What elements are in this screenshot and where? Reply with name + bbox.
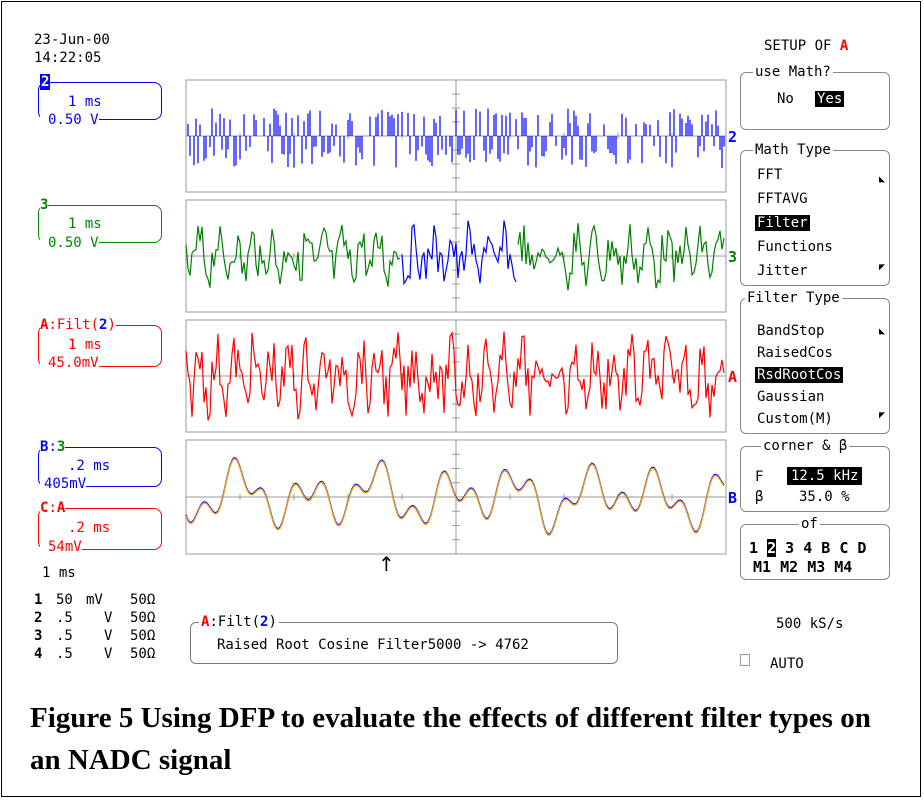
trace-marker: A [728,368,737,386]
trace-title-A: A:Filt(2) [40,317,116,333]
math-type-item[interactable]: Functions [757,239,833,255]
corner-beta-title: corner & β [761,438,850,454]
trace-volts-B: 405mV [40,476,87,492]
source-option[interactable]: M2 [780,558,799,576]
use-math-yes[interactable]: Yes [815,91,845,107]
filter-type-item[interactable]: BandStop [757,323,825,339]
trace-2-waveform [187,108,725,168]
source-option[interactable]: C [839,539,849,557]
trigger-mode: AUTO [770,656,804,672]
setup-title: SETUP OF A [764,38,848,54]
sample-rate: 500 kS/s [776,616,844,632]
channel-row: 3.5 V 50Ω [34,628,156,644]
trace-3-highlight [401,220,517,286]
math-info-text: Raised Root Cosine Filter5000 -> 4762 [217,637,529,653]
source-option-selected[interactable]: 2 [767,539,777,557]
filter-type-item[interactable]: Gaussian [757,389,825,405]
source-option[interactable]: 4 [803,539,813,557]
trace-marker: 3 [728,248,737,266]
source-option[interactable]: 1 [749,539,759,557]
trigger-indicator-icon [740,654,750,666]
source-row-1: 1 2 3 4 B C D [749,539,866,557]
figure-caption: Figure 5 Using DFP to evaluate the effec… [30,702,871,776]
source-option[interactable]: D [857,539,867,557]
channel-row: 2.5 V 50Ω [34,610,156,626]
use-math-menu: use Math? No Yes [740,64,890,130]
time-label: 14:22:05 [34,50,102,66]
corner-f-value[interactable]: 12.5 kHz [787,467,863,485]
math-info-box: A:Filt(2) Raised Root Cosine Filter5000 … [190,614,618,664]
waveform-display: 2 3 A B [185,79,737,555]
use-math-title: use Math? [753,64,833,80]
trace-marker: B [728,489,737,507]
math-type-item[interactable]: Jitter [757,263,808,279]
trace-time-A: 1 ms [68,337,102,353]
trace-time-B: .2 ms [68,458,111,474]
channel-row: 4.5 V 50Ω [34,646,156,662]
scroll-down-icon[interactable]: ◤ [879,410,886,421]
scroll-up-icon[interactable]: ◣ [879,174,886,185]
grid-panel [185,199,727,313]
trace-title-B: B:3 [40,439,66,455]
math-info-title: A:Filt(2) [199,614,279,630]
source-option[interactable]: B [821,539,831,557]
filter-type-item[interactable]: RaisedCos [757,345,833,361]
trace-3-waveform [185,223,725,291]
trace-volts-A: 45.0mV [40,355,99,371]
setup-prefix: SETUP OF [764,38,832,54]
trace-C-waveform [185,458,725,536]
grid-panel [185,319,727,433]
math-type-item[interactable]: FFTAVG [757,191,808,207]
corner-f-label: F [755,469,764,485]
scroll-down-icon[interactable]: ◤ [879,262,886,273]
trace-A-waveform [185,330,725,421]
trace-title-C: C:A [40,500,66,516]
trace-time-C: .2 ms [68,520,111,536]
source-option[interactable]: M1 [753,558,772,576]
source-option[interactable]: M4 [834,558,853,576]
trace-time-3: 1 ms [68,216,102,232]
math-type-item-selected[interactable]: Filter [755,215,810,231]
filter-type-menu: Filter Type BandStop RaisedCos RsdRootCo… [740,290,890,434]
trace-volts-2: 0.50 V [40,112,99,128]
scroll-up-icon[interactable]: ◣ [879,326,886,337]
source-option[interactable]: 3 [785,539,795,557]
trace-id-3: 3 [40,197,49,213]
math-type-menu: Math Type FFT FFTAVG Filter Functions Ji… [740,142,890,286]
corner-beta-label: β [755,489,764,505]
use-math-no[interactable]: No [777,91,794,107]
source-row-2: M1 M2 M3 M4 [753,558,852,576]
source-option[interactable]: M3 [807,558,826,576]
trigger-arrow-icon[interactable]: ↑ [378,552,395,576]
corner-beta-menu: corner & β F 12.5 kHz β 35.0 % [740,438,890,512]
trace-time-2: 1 ms [68,94,102,110]
trace-volts-3: 0.50 V [40,235,99,251]
trace-marker: 2 [728,128,737,146]
trace-volts-C: 54mV [40,539,82,555]
trace-id-2: 2 [40,74,51,90]
math-type-item[interactable]: FFT [757,167,783,183]
date-label: 23-Jun-00 [34,32,110,48]
math-type-title: Math Type [753,142,833,158]
setup-channel: A [839,38,849,54]
filter-type-item-selected[interactable]: RsdRootCos [755,367,844,383]
timebase-label: 1 ms [42,565,76,581]
channel-row: 1 50 mV 50Ω [34,592,156,608]
filter-type-item[interactable]: Custom(M) [757,411,833,427]
filter-type-title: Filter Type [745,290,842,306]
source-of-menu: of 1 2 3 4 B C D M1 M2 M3 M4 [740,516,890,580]
corner-beta-value[interactable]: 35.0 % [799,489,850,505]
source-of-title: of [799,516,820,532]
